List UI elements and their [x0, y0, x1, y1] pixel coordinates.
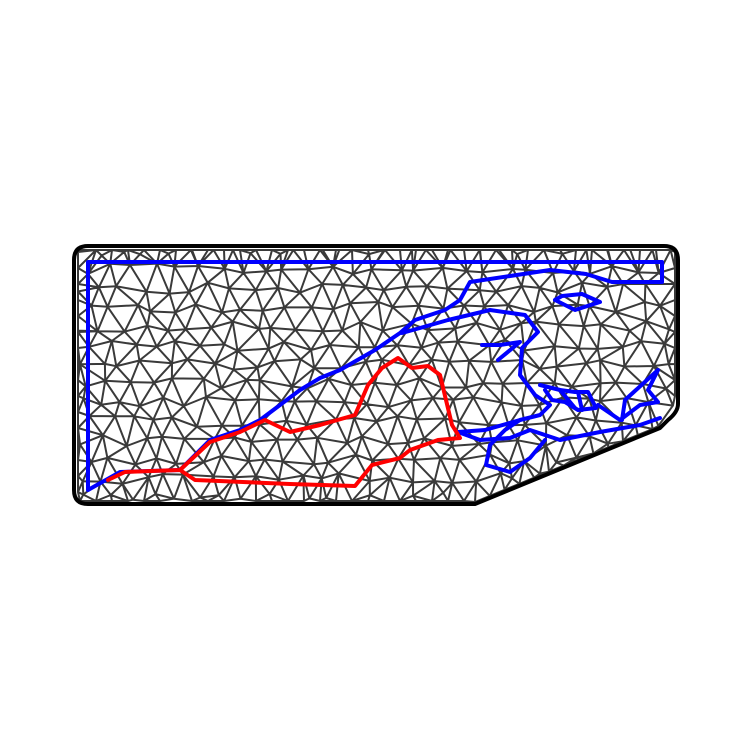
blue-curve-segment-10 — [484, 418, 547, 474]
blue-curve-segment-8 — [596, 368, 660, 422]
blue-curve-segment-2 — [553, 292, 602, 312]
red-curve-segment-1 — [106, 356, 462, 488]
domain-boundary — [72, 244, 680, 506]
blue-curve-segment-5 — [538, 383, 598, 412]
blue-curve-segment-9 — [456, 416, 662, 442]
blue-interface-curve — [86, 260, 664, 492]
blue-curve-segment-6 — [558, 388, 577, 410]
blue-curve-segment-7 — [576, 390, 584, 412]
blue-curve-segment-3 — [400, 308, 552, 434]
red-interface-curve — [106, 356, 462, 488]
blue-curve-segment-4 — [480, 340, 522, 362]
